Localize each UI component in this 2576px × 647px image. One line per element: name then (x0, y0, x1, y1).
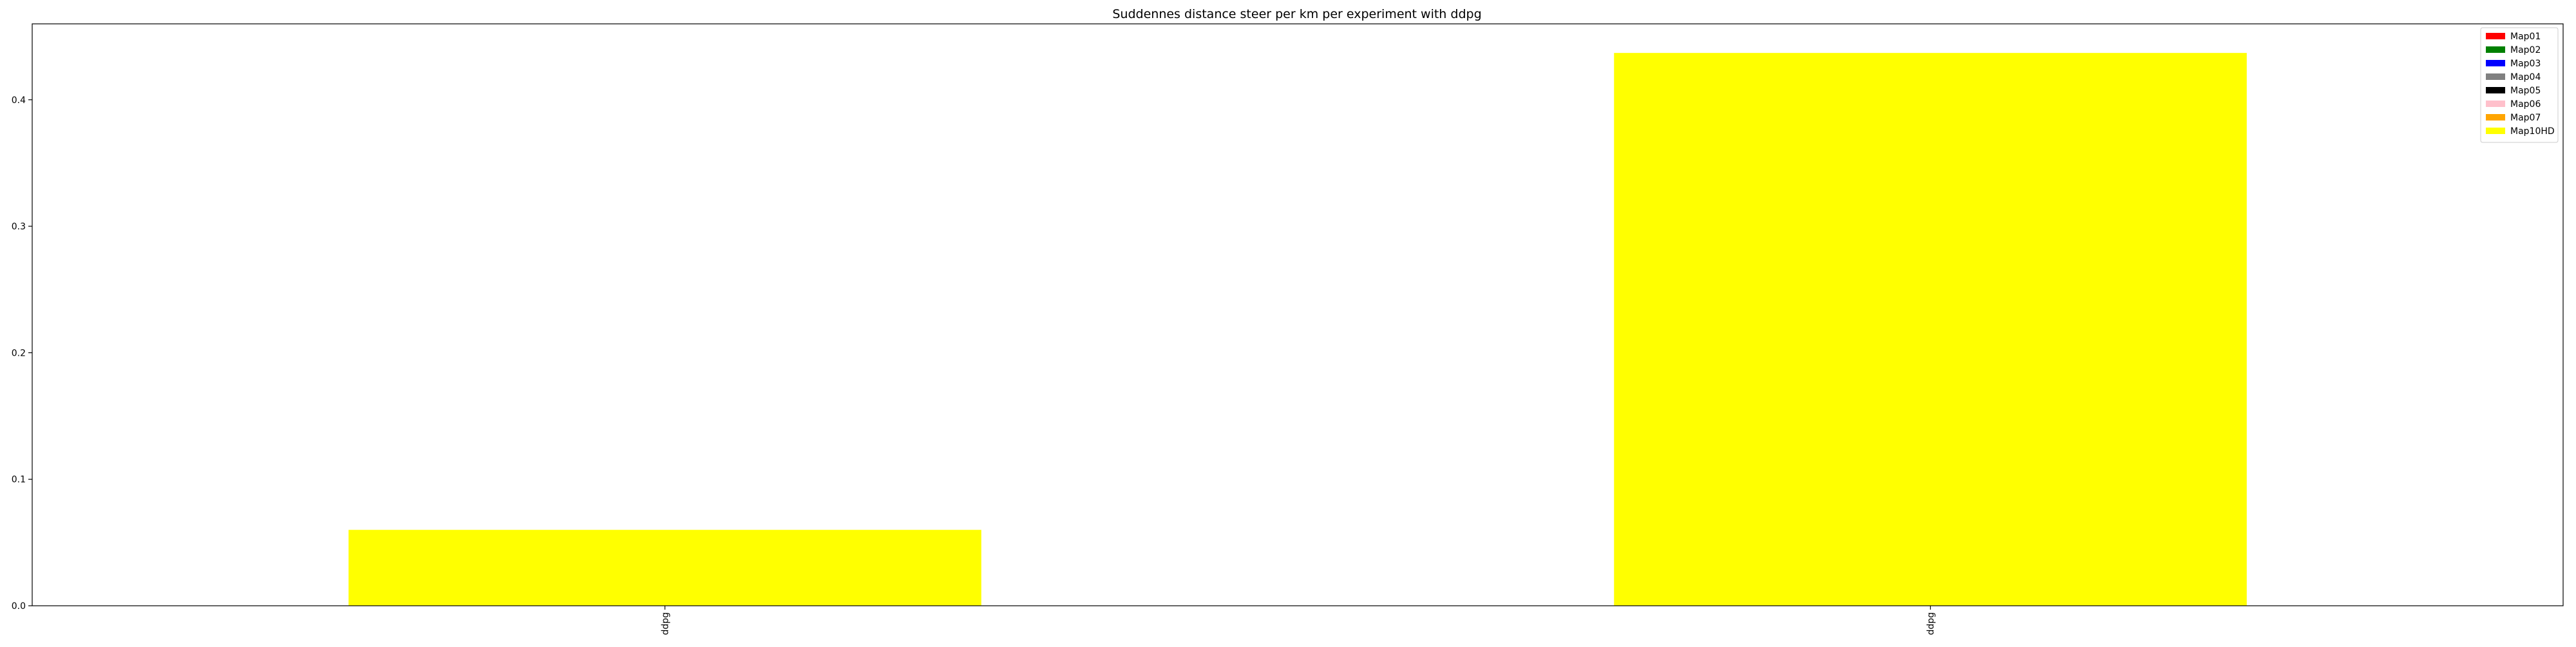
legend-label: Map03 (2510, 59, 2541, 69)
bar-map10hd-0 (348, 530, 981, 606)
legend-label: Map07 (2510, 113, 2541, 123)
legend-swatch (2486, 101, 2505, 107)
bars-layer (348, 53, 2247, 606)
x-tick-label: ddpg (661, 612, 671, 635)
bar-map10hd-1 (1614, 53, 2247, 606)
y-tick-label: 0.0 (12, 601, 26, 612)
y-tick-label: 0.3 (12, 222, 26, 232)
y-axis: 0.0 0.1 0.2 0.3 0.4 (12, 95, 32, 612)
y-tick-label: 0.4 (12, 95, 26, 106)
x-tick-label: ddpg (1926, 612, 1937, 635)
legend-swatch (2486, 87, 2505, 93)
y-tick-label: 0.2 (12, 348, 26, 358)
legend-label: Map01 (2510, 32, 2541, 42)
legend-swatch (2486, 73, 2505, 80)
legend-label: Map05 (2510, 86, 2541, 96)
legend: Map01 Map02 Map03 Map04 Map05 Map06 Map07 Map10… (2480, 27, 2559, 143)
chart-title: Suddennes distance steer per km per expe… (1112, 7, 1481, 21)
legend-swatch (2486, 33, 2505, 39)
x-axis: ddpg ddpg (661, 606, 1937, 635)
legend-label: Map06 (2510, 99, 2541, 110)
legend-label: Map04 (2510, 72, 2541, 82)
legend-swatch (2486, 114, 2505, 121)
legend-swatch (2486, 46, 2505, 53)
plot-area-frame (32, 23, 2564, 606)
y-tick-label: 0.1 (12, 475, 26, 485)
legend-box (2480, 27, 2559, 143)
legend-swatch (2486, 128, 2505, 134)
legend-swatch (2486, 60, 2505, 66)
legend-label: Map02 (2510, 45, 2541, 55)
legend-label: Map10HD (2510, 126, 2555, 137)
